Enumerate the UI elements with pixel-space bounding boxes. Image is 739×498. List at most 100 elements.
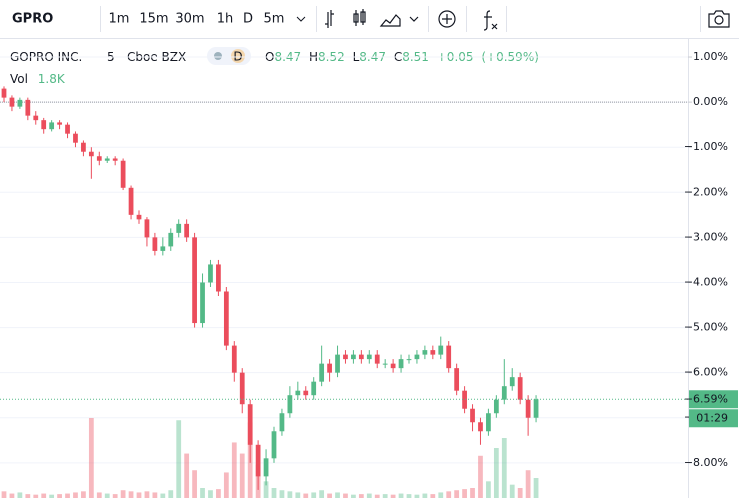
volume-bar xyxy=(17,492,23,498)
change: +0.05 xyxy=(437,50,474,64)
candle-body xyxy=(525,399,531,418)
badge: D xyxy=(233,50,242,64)
candle-body xyxy=(144,219,150,238)
candle-body xyxy=(239,372,245,405)
candle-body xyxy=(216,264,221,292)
interval-button[interactable]: D xyxy=(243,12,253,27)
candle-body xyxy=(319,363,325,382)
volume-bar xyxy=(9,493,15,498)
volume-bar xyxy=(73,492,78,498)
y-tick-label: −4.00% xyxy=(684,275,728,288)
volume-bar xyxy=(81,491,86,498)
candle-body xyxy=(287,395,293,414)
candle-body xyxy=(247,404,253,445)
volume-bar xyxy=(239,453,245,498)
volume-label: Vol xyxy=(10,72,28,86)
symbol[interactable]: GPRO xyxy=(12,12,53,27)
volume-bar xyxy=(57,494,62,498)
candle-body xyxy=(112,158,118,161)
volume-bar xyxy=(104,493,110,498)
chart-style-icons[interactable] xyxy=(325,9,730,31)
candle-body xyxy=(343,354,348,360)
candle-body xyxy=(160,246,166,251)
high-value: 8.52 xyxy=(318,50,345,64)
candle-body xyxy=(25,99,31,116)
y-tick-label: −1.00% xyxy=(684,140,728,153)
volume-bar xyxy=(287,491,293,498)
volume-bar xyxy=(533,478,539,498)
candle-body xyxy=(454,368,460,391)
open-value: 8.47 xyxy=(274,50,301,64)
interval-button[interactable]: 5m xyxy=(264,12,285,27)
volume-bar xyxy=(184,453,190,498)
volume-bar xyxy=(112,494,118,498)
high-label: H xyxy=(309,50,318,64)
y-tick-label: −5.00% xyxy=(684,321,728,334)
candle-body xyxy=(295,390,301,396)
volume-bar xyxy=(231,442,237,498)
separators xyxy=(100,6,701,32)
candle-body xyxy=(398,359,404,369)
interval-button[interactable]: 15m xyxy=(139,12,168,27)
volume-bar xyxy=(509,484,515,498)
interval-button[interactable]: 30m xyxy=(175,12,204,27)
volume-value: 1.8K xyxy=(38,72,66,86)
candle-body xyxy=(81,142,86,152)
candle-body xyxy=(279,413,285,432)
volume-bar xyxy=(223,472,229,498)
volume-bar xyxy=(374,494,380,498)
status-pill xyxy=(207,47,251,65)
candle-body xyxy=(501,386,507,400)
candle-body xyxy=(41,120,47,130)
volume-bar xyxy=(438,492,444,498)
candle-body xyxy=(351,354,356,360)
volume-bar xyxy=(398,493,404,498)
candle-body xyxy=(57,122,62,125)
interval-button[interactable]: 1m xyxy=(109,12,130,27)
last-price-box xyxy=(689,390,738,409)
volume-bar xyxy=(319,490,325,498)
volume-bar xyxy=(390,494,396,498)
volume-bar xyxy=(486,481,491,498)
change-pct: (+0.59%) xyxy=(481,50,539,64)
low-label: L xyxy=(353,50,360,64)
candle-body xyxy=(470,408,475,423)
volume-bar xyxy=(128,491,134,498)
candle-body xyxy=(533,399,539,418)
volume-bar xyxy=(65,493,70,498)
volume-bar xyxy=(208,490,213,498)
interval-button[interactable]: 1h xyxy=(217,12,234,27)
volume-bar xyxy=(168,490,174,498)
volume-bar xyxy=(33,494,39,498)
volume-bar xyxy=(144,491,150,498)
volume-bar xyxy=(493,448,499,498)
volume-bar xyxy=(271,488,277,498)
plot: 1.00% 0.00% −1.00% −2.00% −3.00% −4.00% −5.00%… xyxy=(0,50,738,498)
candle-body xyxy=(104,158,110,161)
candle-body xyxy=(255,444,261,477)
candle-body xyxy=(311,381,317,396)
candle-body xyxy=(128,187,134,215)
volume-bar xyxy=(422,493,428,498)
legend-interval: 5 xyxy=(107,50,115,64)
candle-body xyxy=(374,354,380,364)
volume-bar xyxy=(366,493,372,498)
candle-body xyxy=(390,363,396,369)
interval-dropdown[interactable] xyxy=(296,16,306,22)
candle-body xyxy=(231,345,237,373)
countdown-box xyxy=(689,409,738,428)
volume-bar xyxy=(335,492,340,498)
volume-bar xyxy=(478,455,483,498)
candle-body xyxy=(462,390,467,409)
candle-body xyxy=(192,237,197,324)
candle-body xyxy=(327,363,332,373)
candle-body xyxy=(414,354,420,360)
volume-bar xyxy=(430,494,436,498)
candle-body xyxy=(366,354,372,360)
y-tick-label: −8.00% xyxy=(684,456,728,469)
volume-bar xyxy=(200,488,205,498)
volume-bar xyxy=(303,493,309,498)
volume-bar xyxy=(327,493,332,498)
open-label: O xyxy=(265,50,274,64)
